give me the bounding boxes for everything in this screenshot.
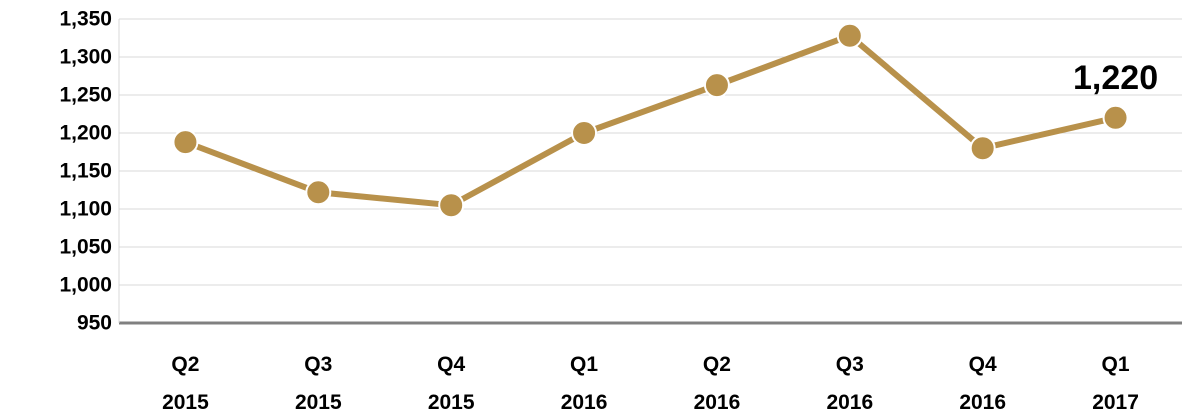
marker — [1102, 104, 1129, 131]
marker — [836, 22, 863, 49]
marker — [438, 192, 465, 219]
x-tick-label: Q4 2016 — [959, 353, 1007, 414]
y-tick-label: 1,350 — [59, 8, 112, 31]
y-tick-label: 1,250 — [59, 84, 112, 107]
x-tick-label: Q3 2015 — [294, 353, 342, 414]
y-tick-label: 1,000 — [59, 274, 112, 297]
x-tick-label: Q2 2015 — [162, 353, 209, 414]
y-tick-label: 950 — [77, 312, 112, 335]
x-tick-label: Q1 2016 — [560, 353, 608, 414]
x-tick-label: Q2 2016 — [693, 353, 741, 414]
marker — [305, 179, 332, 206]
x-tick-label: Q1 2017 — [1092, 353, 1139, 414]
x-tick-label: Q4 2015 — [427, 353, 475, 414]
line — [184, 32, 1117, 209]
marker — [969, 135, 996, 162]
y-tick-label: 1,050 — [59, 236, 112, 259]
y-tick-label: 1,150 — [59, 160, 112, 183]
marker — [571, 120, 598, 146]
marker — [703, 72, 730, 99]
x-tick-label: Q3 2016 — [826, 353, 874, 414]
y-tick-label: 1,200 — [59, 122, 112, 145]
y-tick-label: 1,300 — [59, 46, 112, 69]
y-tick-label: 1,100 — [59, 198, 112, 221]
data-label: 1,220 — [1073, 59, 1158, 97]
marker — [172, 129, 199, 156]
